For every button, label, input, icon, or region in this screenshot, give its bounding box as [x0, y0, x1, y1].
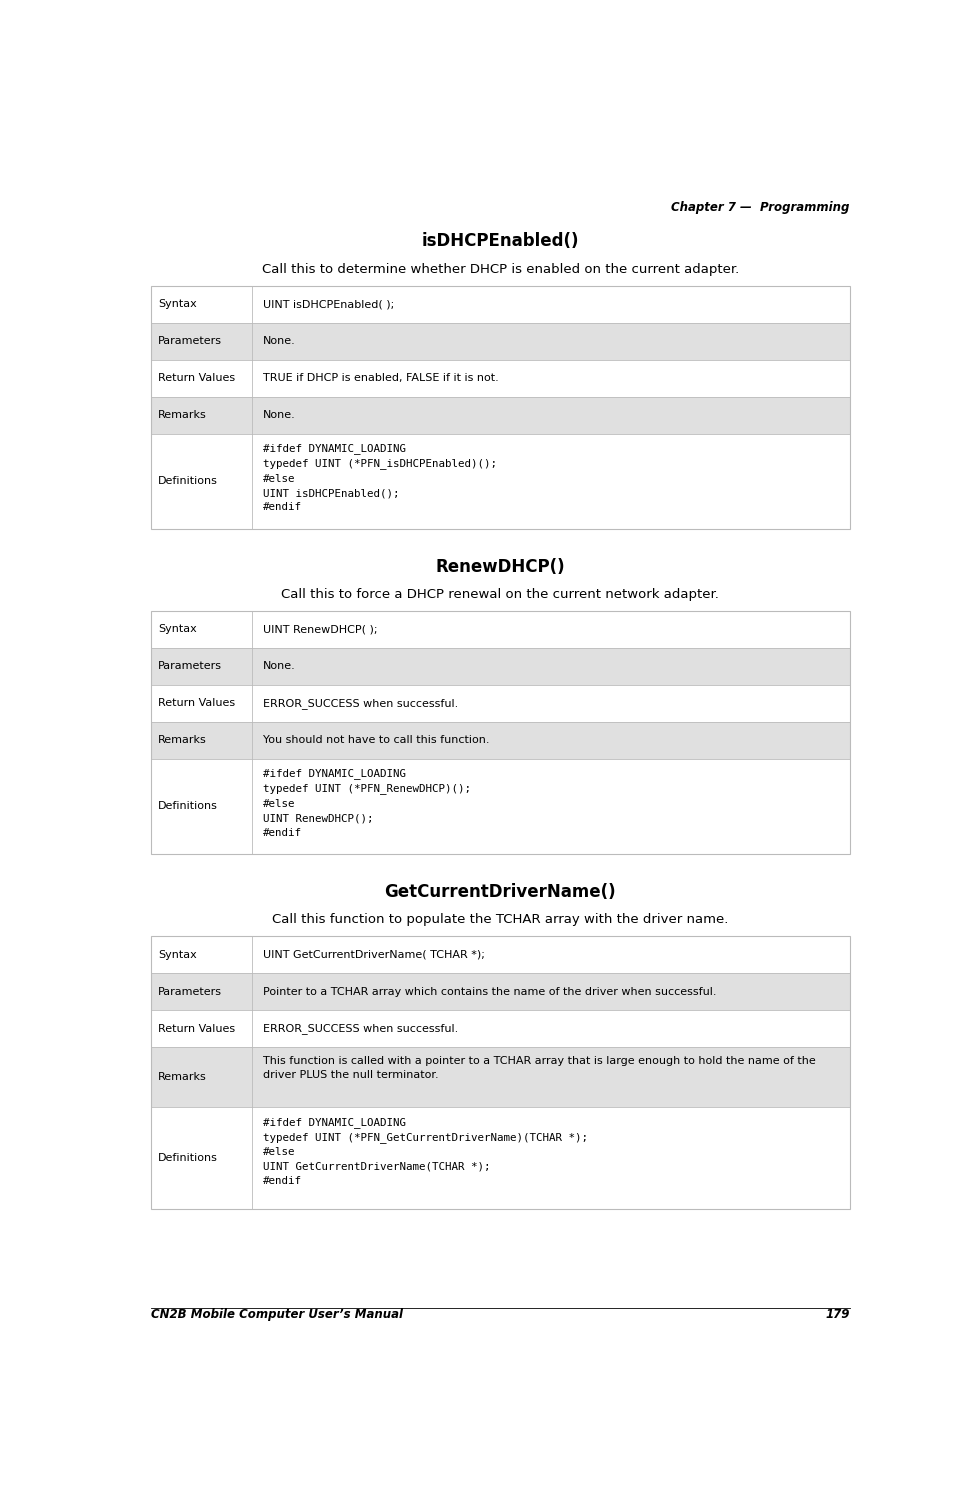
- Text: #ifdef DYNAMIC_LOADING
typedef UINT (*PFN_isDHCPEnabled)();
#else
UINT isDHCPEna: #ifdef DYNAMIC_LOADING typedef UINT (*PF…: [263, 443, 497, 513]
- Text: ERROR_SUCCESS when successful.: ERROR_SUCCESS when successful.: [263, 1024, 458, 1034]
- Bar: [150, 397, 850, 434]
- Bar: [150, 286, 850, 323]
- Bar: [150, 1048, 850, 1108]
- Text: None.: None.: [263, 337, 296, 346]
- Text: Syntax: Syntax: [158, 950, 197, 959]
- Bar: [150, 721, 850, 759]
- Bar: [150, 610, 850, 854]
- Text: UINT GetCurrentDriverName( TCHAR *);: UINT GetCurrentDriverName( TCHAR *);: [263, 950, 484, 959]
- Text: UINT isDHCPEnabled( );: UINT isDHCPEnabled( );: [263, 299, 394, 310]
- Text: 179: 179: [826, 1309, 850, 1321]
- Text: UINT RenewDHCP( );: UINT RenewDHCP( );: [263, 624, 377, 634]
- Text: None.: None.: [263, 410, 296, 421]
- Bar: [150, 610, 850, 648]
- Bar: [150, 1108, 850, 1210]
- Bar: [150, 972, 850, 1010]
- Text: TRUE if DHCP is enabled, FALSE if it is not.: TRUE if DHCP is enabled, FALSE if it is …: [263, 373, 499, 383]
- Text: Remarks: Remarks: [158, 1072, 207, 1082]
- Text: CN2B Mobile Computer User’s Manual: CN2B Mobile Computer User’s Manual: [150, 1309, 403, 1321]
- Bar: [150, 1010, 850, 1048]
- Bar: [150, 759, 850, 854]
- Text: Chapter 7 —  Programming: Chapter 7 — Programming: [671, 201, 850, 215]
- Bar: [150, 286, 850, 529]
- Text: Definitions: Definitions: [158, 1153, 219, 1163]
- Text: Call this function to populate the TCHAR array with the driver name.: Call this function to populate the TCHAR…: [272, 912, 728, 926]
- Text: You should not have to call this function.: You should not have to call this functio…: [263, 735, 489, 745]
- Text: isDHCPEnabled(): isDHCPEnabled(): [422, 233, 579, 251]
- Text: Call this to force a DHCP renewal on the current network adapter.: Call this to force a DHCP renewal on the…: [281, 588, 719, 601]
- Bar: [150, 434, 850, 529]
- Text: None.: None.: [263, 661, 296, 672]
- Text: #ifdef DYNAMIC_LOADING
typedef UINT (*PFN_GetCurrentDriverName)(TCHAR *);
#else
: #ifdef DYNAMIC_LOADING typedef UINT (*PF…: [263, 1117, 588, 1186]
- Text: Syntax: Syntax: [158, 299, 197, 310]
- Bar: [150, 323, 850, 359]
- Text: Return Values: Return Values: [158, 699, 235, 708]
- Text: Remarks: Remarks: [158, 735, 207, 745]
- Text: Pointer to a TCHAR array which contains the name of the driver when successful.: Pointer to a TCHAR array which contains …: [263, 986, 716, 996]
- Text: Definitions: Definitions: [158, 476, 219, 487]
- Text: Parameters: Parameters: [158, 986, 223, 996]
- Text: Call this to determine whether DHCP is enabled on the current adapter.: Call this to determine whether DHCP is e…: [262, 263, 739, 275]
- Text: This function is called with a pointer to a TCHAR array that is large enough to : This function is called with a pointer t…: [263, 1057, 815, 1081]
- Bar: [150, 685, 850, 721]
- Text: RenewDHCP(): RenewDHCP(): [435, 558, 565, 576]
- Text: Remarks: Remarks: [158, 410, 207, 421]
- Text: Parameters: Parameters: [158, 337, 223, 346]
- Bar: [150, 936, 850, 972]
- Bar: [150, 359, 850, 397]
- Text: #ifdef DYNAMIC_LOADING
typedef UINT (*PFN_RenewDHCP)();
#else
UINT RenewDHCP();
: #ifdef DYNAMIC_LOADING typedef UINT (*PF…: [263, 768, 470, 837]
- Text: Syntax: Syntax: [158, 624, 197, 634]
- Text: GetCurrentDriverName(): GetCurrentDriverName(): [385, 882, 616, 900]
- Text: Parameters: Parameters: [158, 661, 223, 672]
- Bar: [150, 648, 850, 685]
- Text: ERROR_SUCCESS when successful.: ERROR_SUCCESS when successful.: [263, 697, 458, 709]
- Text: Definitions: Definitions: [158, 801, 219, 812]
- Text: Return Values: Return Values: [158, 373, 235, 383]
- Text: Return Values: Return Values: [158, 1024, 235, 1034]
- Bar: [150, 936, 850, 1210]
